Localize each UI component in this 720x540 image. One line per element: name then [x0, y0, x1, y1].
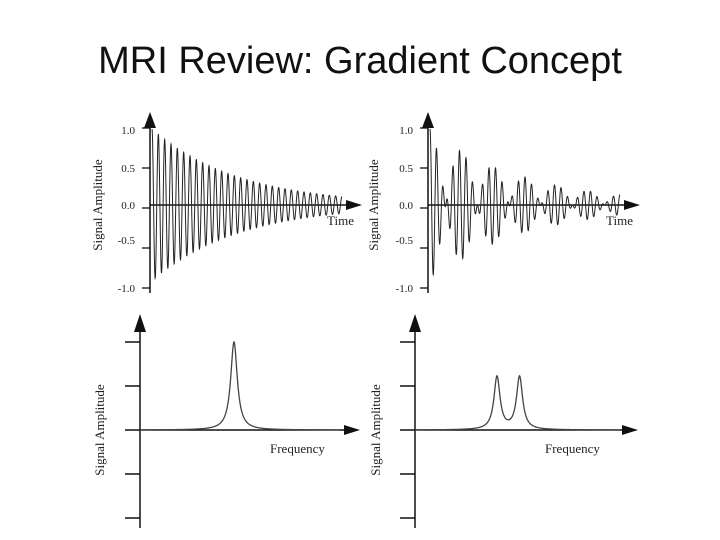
y-tick-label: 1.0 — [399, 125, 413, 137]
y-tick-label: 0.0 — [399, 200, 413, 212]
y-tick-label: 0.5 — [399, 163, 413, 175]
y-axis-label: Signal Amplitude — [368, 384, 383, 476]
y-axis-label: Signal Amplitude — [92, 384, 107, 476]
x-axis-label: Frequency — [545, 441, 600, 456]
y-tick-label: -1.0 — [396, 283, 414, 295]
y-axis-arrow — [422, 112, 434, 128]
x-axis-arrow — [346, 200, 362, 210]
x-axis-label: Time — [327, 213, 354, 228]
x-axis-label: Frequency — [270, 441, 325, 456]
y-tick-label: 0.5 — [121, 163, 135, 175]
x-axis-arrow — [622, 425, 638, 435]
spectrum-chart-double: Signal Amplitude Frequency — [368, 314, 638, 528]
y-tick-label: -0.5 — [118, 235, 136, 247]
fid-chart-double: 1.0 0.5 0.0 -0.5 -1.0 Signal Amplitude T… — [366, 112, 640, 295]
fid-trace — [429, 128, 621, 277]
y-tick-label: 1.0 — [121, 125, 135, 137]
spectrum-trace — [415, 374, 620, 431]
spectrum-trace — [140, 340, 340, 431]
y-axis-arrow — [409, 314, 421, 332]
y-axis-arrow — [144, 112, 156, 128]
y-tick-label: 0.0 — [121, 200, 135, 212]
y-tick-label: -0.5 — [396, 235, 414, 247]
y-axis-arrow — [134, 314, 146, 332]
y-axis-label: Signal Amplitude — [366, 159, 381, 251]
x-axis-label: Time — [606, 213, 633, 228]
y-tick-label: -1.0 — [118, 283, 136, 295]
y-axis-label: Signal Amplitude — [90, 159, 105, 251]
fid-chart-single: 1.0 0.5 0.0 -0.5 -1.0 Signal Amplitude T… — [90, 112, 362, 295]
spectrum-chart-single: Signal Amplitude Frequency — [92, 314, 360, 528]
page-title: MRI Review: Gradient Concept — [98, 40, 622, 82]
fid-trace — [151, 128, 343, 281]
x-axis-arrow — [344, 425, 360, 435]
x-axis-arrow — [624, 200, 640, 210]
